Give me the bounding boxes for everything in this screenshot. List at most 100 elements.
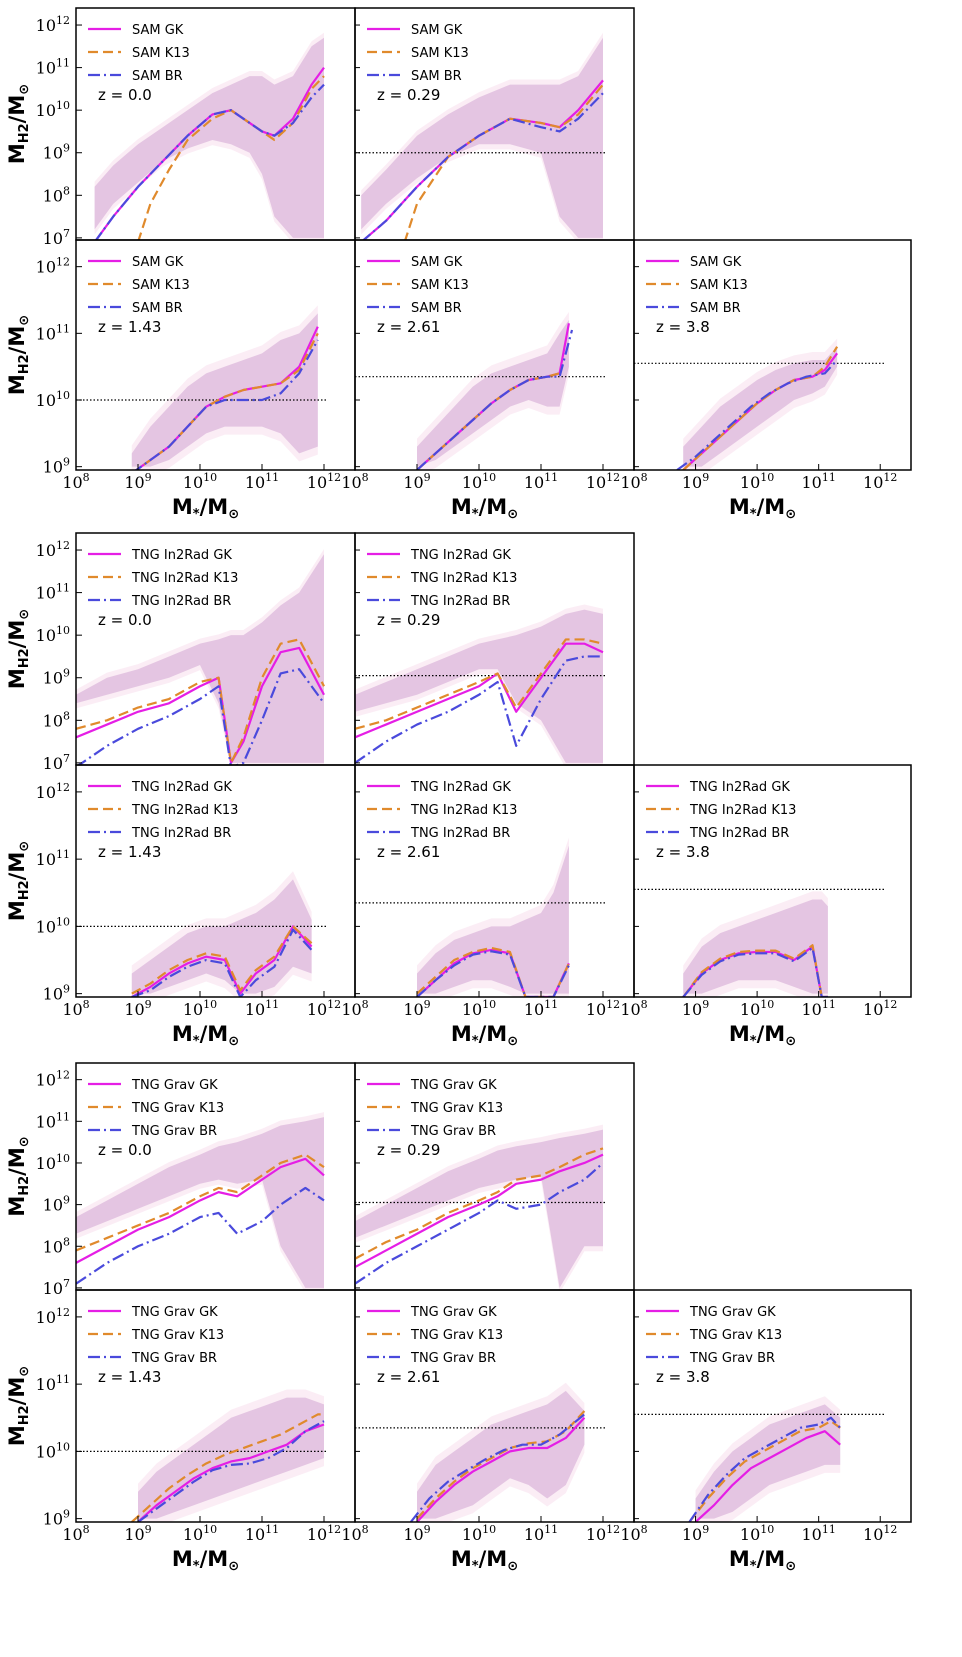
legend-label: TNG In2Rad K13 bbox=[410, 803, 517, 818]
redshift-label: z = 2.61 bbox=[377, 843, 440, 861]
y-axis-label: MH2/M⊙ bbox=[5, 609, 32, 689]
x-tick-label: 109 bbox=[124, 1523, 151, 1544]
scatter-band bbox=[683, 899, 828, 994]
series-line-tng-grav-gk bbox=[76, 1157, 325, 1264]
y-tick-label: 1010 bbox=[36, 389, 70, 410]
plot-area bbox=[76, 1389, 326, 1522]
scatter-band bbox=[355, 1129, 603, 1288]
legend-label: TNG In2Rad GK bbox=[131, 548, 232, 563]
axes-frame bbox=[354, 239, 635, 471]
y-tick-label: 109 bbox=[43, 142, 70, 163]
redshift-label: z = 0.0 bbox=[98, 86, 152, 104]
scatter-band-outer bbox=[355, 604, 603, 765]
series-line-tng-grav-br bbox=[688, 1416, 842, 1522]
y-tick-label: 1012 bbox=[36, 14, 70, 35]
x-tick-label: 1010 bbox=[462, 998, 496, 1019]
series-line-tng-in2rad-k13 bbox=[355, 638, 604, 730]
scatter-band-outer bbox=[695, 1396, 841, 1522]
scatter-band-outer bbox=[683, 338, 838, 470]
scatter-band bbox=[76, 1117, 324, 1288]
legend-label: TNG Grav K13 bbox=[410, 1328, 503, 1343]
x-tick-label: 109 bbox=[403, 998, 430, 1019]
legend-label: SAM GK bbox=[132, 23, 184, 38]
y-tick-label: 109 bbox=[43, 456, 70, 477]
x-tick-label: 1012 bbox=[863, 1523, 897, 1544]
y-tick-label: 1010 bbox=[36, 1440, 70, 1461]
legend-label: TNG Grav K13 bbox=[131, 1328, 224, 1343]
scatter-band bbox=[417, 1390, 585, 1519]
legend-label: SAM K13 bbox=[690, 278, 748, 293]
scatter-band bbox=[138, 1397, 324, 1519]
y-tick-label: 1012 bbox=[36, 539, 70, 560]
plot-area bbox=[355, 1382, 605, 1522]
y-axis-label: MH2/M⊙ bbox=[5, 315, 32, 395]
redshift-label: z = 0.0 bbox=[98, 611, 152, 629]
x-tick-label: 1011 bbox=[524, 998, 558, 1019]
legend-label: TNG In2Rad K13 bbox=[689, 803, 796, 818]
plot-area bbox=[76, 1112, 325, 1290]
plot-area bbox=[355, 32, 605, 240]
legend-label: SAM K13 bbox=[411, 46, 469, 61]
series-line-tng-in2rad-br bbox=[416, 950, 570, 997]
y-tick-label: 109 bbox=[43, 1194, 70, 1215]
panel-17: 108 109 1010 1011 1012 M*/M⊙ TNG Grav GK TNG Gr… bbox=[341, 1289, 635, 1574]
panel-13: 107 108 109 1010 1011 1012 MH2/M⊙ TNG Grav GK TN… bbox=[5, 1062, 356, 1298]
x-tick-label: 108 bbox=[341, 471, 368, 492]
x-tick-label: 1012 bbox=[586, 471, 620, 492]
x-tick-label: 108 bbox=[620, 471, 647, 492]
legend-label: SAM BR bbox=[690, 301, 741, 316]
legend-label: TNG In2Rad BR bbox=[131, 826, 231, 841]
series-line-sam-br bbox=[676, 359, 838, 470]
legend-label: TNG In2Rad K13 bbox=[410, 571, 517, 586]
legend-label: TNG In2Rad K13 bbox=[131, 803, 238, 818]
x-tick-label: 108 bbox=[620, 1523, 647, 1544]
x-tick-label: 109 bbox=[682, 1523, 709, 1544]
x-axis-label: M*/M⊙ bbox=[729, 495, 796, 522]
y-tick-label: 1011 bbox=[36, 322, 70, 343]
y-tick-label: 1012 bbox=[36, 1069, 70, 1090]
series-line-tng-in2rad-br bbox=[77, 668, 325, 765]
redshift-label: z = 1.43 bbox=[98, 318, 161, 336]
legend-label: TNG Grav K13 bbox=[131, 1101, 224, 1116]
series-line-tng-grav-k13 bbox=[76, 1153, 325, 1252]
series-line-tng-in2rad-gk bbox=[131, 925, 313, 997]
panel-12: 108 109 1010 1011 1012 M*/M⊙ TNG In2Rad GK TNG … bbox=[620, 764, 912, 1049]
series-line-tng-grav-gk bbox=[355, 1153, 604, 1269]
legend-label: TNG Grav GK bbox=[689, 1305, 776, 1320]
series-line-tng-in2rad-br bbox=[682, 946, 828, 997]
y-tick-label: 109 bbox=[43, 1508, 70, 1529]
x-tick-label: 1011 bbox=[245, 998, 279, 1019]
x-tick-label: 1010 bbox=[462, 1523, 496, 1544]
scatter-band-outer bbox=[355, 1124, 603, 1290]
legend-label: SAM K13 bbox=[132, 46, 190, 61]
legend-label: SAM BR bbox=[132, 69, 183, 84]
series-line-tng-grav-k13 bbox=[688, 1420, 841, 1522]
legend-label: TNG Grav K13 bbox=[410, 1101, 503, 1116]
redshift-label: z = 3.8 bbox=[656, 843, 710, 861]
panel-14: TNG Grav GK TNG Grav K13 TNG Grav BR z = 0.… bbox=[354, 1062, 635, 1291]
redshift-label: z = 2.61 bbox=[377, 318, 440, 336]
x-tick-label: 1010 bbox=[183, 998, 217, 1019]
axes-frame bbox=[633, 764, 912, 998]
panel-1: 107 108 109 1010 1011 1012 MH2/M⊙ SAM GK SAM K13… bbox=[5, 7, 356, 248]
series-line-tng-grav-br bbox=[137, 1420, 325, 1522]
plot-area bbox=[355, 604, 605, 765]
series-line-sam-br bbox=[416, 329, 574, 470]
x-tick-label: 1012 bbox=[307, 1523, 341, 1544]
x-axis-label: M*/M⊙ bbox=[451, 1547, 518, 1574]
series-line-sam-k13 bbox=[404, 83, 604, 240]
series-line-tng-grav-br bbox=[355, 1162, 604, 1285]
x-axis-label: M*/M⊙ bbox=[729, 1022, 796, 1049]
y-tick-label: 1012 bbox=[36, 781, 70, 802]
x-axis-label: M*/M⊙ bbox=[172, 495, 239, 522]
legend-label: TNG In2Rad BR bbox=[689, 826, 789, 841]
scatter-band bbox=[361, 37, 603, 238]
x-tick-label: 1011 bbox=[801, 1523, 835, 1544]
legend-label: TNG Grav GK bbox=[131, 1078, 218, 1093]
redshift-label: z = 1.43 bbox=[98, 1368, 161, 1386]
x-tick-label: 108 bbox=[62, 471, 89, 492]
scatter-band bbox=[94, 37, 324, 238]
series-line-tng-grav-br bbox=[76, 1186, 325, 1285]
